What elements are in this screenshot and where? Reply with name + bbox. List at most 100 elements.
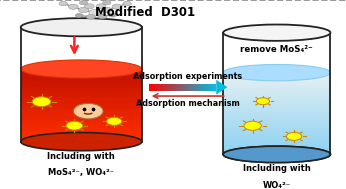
Bar: [223, 109, 330, 111]
Bar: [177, 84, 178, 91]
Bar: [223, 93, 330, 94]
Bar: [223, 86, 330, 88]
Bar: [208, 84, 209, 91]
Bar: [21, 74, 142, 75]
Circle shape: [66, 121, 83, 130]
Bar: [198, 84, 199, 91]
Bar: [21, 114, 142, 115]
Bar: [21, 76, 142, 77]
Bar: [21, 105, 142, 107]
FancyBboxPatch shape: [0, 0, 346, 183]
Bar: [21, 80, 142, 81]
Bar: [223, 101, 330, 103]
Circle shape: [286, 132, 302, 140]
Bar: [21, 84, 142, 85]
Bar: [152, 84, 153, 91]
Bar: [223, 124, 330, 126]
Bar: [223, 96, 330, 97]
Bar: [21, 120, 142, 121]
Bar: [21, 133, 142, 134]
Bar: [182, 84, 183, 91]
Text: MoS₄²⁻, WO₄²⁻: MoS₄²⁻, WO₄²⁻: [48, 168, 115, 177]
Circle shape: [86, 15, 95, 19]
Bar: [21, 138, 142, 139]
Bar: [178, 84, 179, 91]
Bar: [212, 84, 213, 91]
Bar: [190, 84, 191, 91]
Circle shape: [96, 4, 106, 9]
Bar: [189, 84, 190, 91]
Bar: [223, 141, 330, 142]
Bar: [21, 90, 142, 91]
Bar: [21, 96, 142, 97]
Bar: [21, 128, 142, 129]
Bar: [169, 84, 170, 91]
Circle shape: [107, 117, 122, 125]
Bar: [223, 79, 330, 81]
Bar: [223, 108, 330, 109]
Bar: [223, 107, 330, 108]
Bar: [21, 121, 142, 122]
Ellipse shape: [223, 64, 330, 81]
Bar: [223, 135, 330, 137]
Bar: [223, 148, 330, 149]
Bar: [21, 122, 142, 123]
Bar: [167, 84, 168, 91]
Bar: [223, 131, 330, 132]
Bar: [21, 134, 142, 136]
Bar: [197, 84, 198, 91]
Bar: [21, 129, 142, 131]
Bar: [151, 84, 152, 91]
Bar: [183, 84, 184, 91]
Bar: [223, 74, 330, 75]
Bar: [158, 84, 159, 91]
Bar: [186, 84, 187, 91]
Bar: [21, 131, 142, 132]
Bar: [223, 138, 330, 139]
Bar: [21, 73, 142, 74]
Bar: [21, 91, 142, 92]
Text: Modified  D301: Modified D301: [95, 6, 195, 19]
Bar: [223, 89, 330, 90]
Bar: [223, 143, 330, 145]
Bar: [21, 117, 142, 119]
Bar: [21, 87, 142, 88]
Ellipse shape: [21, 132, 142, 151]
Text: Adsorption experiments: Adsorption experiments: [133, 72, 242, 81]
Bar: [223, 123, 330, 124]
Bar: [21, 132, 142, 133]
Circle shape: [109, 13, 116, 17]
Bar: [21, 107, 142, 108]
Bar: [210, 84, 211, 91]
Bar: [187, 84, 188, 91]
Ellipse shape: [223, 25, 330, 41]
Bar: [175, 84, 176, 91]
Bar: [154, 84, 155, 91]
Text: Including with: Including with: [47, 152, 115, 161]
Circle shape: [244, 121, 261, 130]
Bar: [180, 84, 181, 91]
Bar: [204, 84, 205, 91]
Bar: [223, 130, 330, 131]
Bar: [188, 84, 189, 91]
Bar: [223, 78, 330, 79]
Circle shape: [78, 7, 89, 13]
Bar: [21, 93, 142, 94]
Bar: [223, 118, 330, 119]
Bar: [21, 99, 142, 101]
Bar: [223, 77, 330, 78]
Bar: [21, 81, 142, 82]
Bar: [223, 104, 330, 105]
Bar: [153, 84, 154, 91]
Bar: [223, 73, 330, 74]
Bar: [223, 153, 330, 154]
Bar: [21, 108, 142, 109]
Bar: [223, 132, 330, 134]
Bar: [223, 122, 330, 123]
Bar: [21, 102, 142, 103]
Bar: [21, 110, 142, 111]
Bar: [223, 129, 330, 130]
Bar: [223, 113, 330, 115]
Bar: [21, 75, 142, 76]
Bar: [223, 103, 330, 104]
